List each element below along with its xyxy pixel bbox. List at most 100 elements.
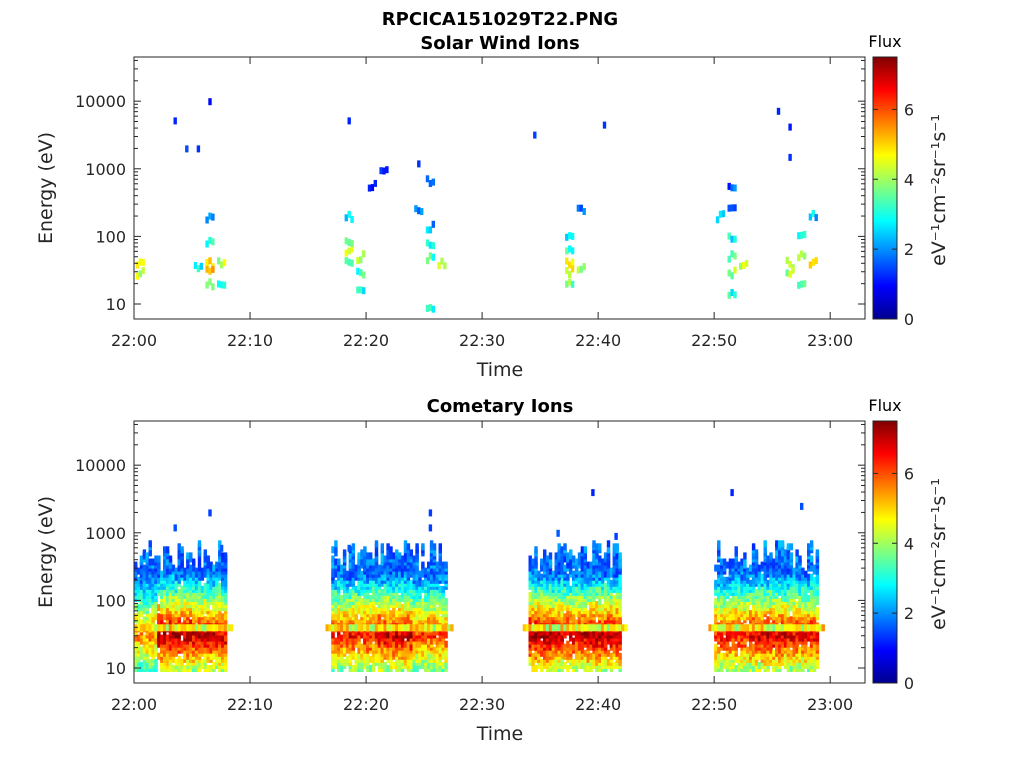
heatmap-cell (351, 595, 355, 602)
heatmap-cell (809, 610, 814, 618)
heatmap-cell (577, 570, 582, 578)
colorbar-tick-label: 0 (904, 674, 914, 693)
heatmap-cell (183, 573, 187, 581)
y-tick-label: 1000 (85, 524, 126, 543)
heatmap-cell (540, 640, 544, 648)
heatmap-cell (612, 564, 616, 572)
heatmap-cell (778, 558, 782, 566)
heatmap-cell (373, 179, 377, 187)
heatmap-cell (809, 555, 814, 563)
heatmap-cell (775, 549, 779, 557)
heatmap-cell (398, 595, 402, 602)
heatmap-cell (809, 573, 814, 581)
heatmap-cell (435, 662, 440, 669)
heatmap-cell (814, 257, 818, 265)
heatmap-cell (746, 567, 750, 575)
heatmap-cell (415, 595, 419, 602)
heatmap-cell (200, 585, 205, 593)
heatmap-cell (560, 592, 564, 599)
heatmap-cell (528, 564, 532, 572)
heatmap-cell (139, 646, 144, 654)
heatmap-cell (537, 624, 541, 632)
heatmap-cell (601, 616, 605, 624)
heatmap-cell (351, 624, 355, 632)
heatmap-cell (603, 637, 608, 645)
heatmap-cell (347, 210, 351, 218)
heatmap-cell (428, 241, 433, 249)
heatmap-cell (583, 628, 587, 636)
heatmap-cell (138, 270, 142, 278)
heatmap-cell (409, 579, 413, 587)
heatmap-cell (775, 628, 779, 636)
heatmap-cell (531, 573, 535, 581)
heatmap-cell (589, 561, 593, 569)
heatmap-cell (766, 579, 770, 587)
heatmap-cell (809, 604, 814, 612)
heatmap-cell (586, 610, 590, 618)
heatmap-cell (331, 546, 335, 554)
heatmap-cell (574, 619, 579, 627)
heatmap-cell (157, 576, 161, 584)
heatmap-cell (444, 640, 448, 648)
heatmap-cell (347, 258, 351, 266)
heatmap-cell (574, 585, 579, 593)
heatmap-cell (728, 613, 733, 621)
heatmap-cell (357, 652, 361, 660)
heatmap-cell (421, 658, 425, 666)
heatmap-cell (203, 582, 207, 590)
heatmap-cell (754, 549, 759, 557)
heatmap-cell (601, 558, 605, 566)
heatmap-cell (807, 631, 811, 639)
heatmap-cell (197, 540, 202, 548)
heatmap-cell (577, 588, 582, 596)
heatmap-cell (543, 564, 547, 572)
heatmap-cell (148, 658, 152, 666)
heatmap-cell (168, 555, 173, 563)
x-tick-label: 22:00 (111, 331, 157, 350)
heatmap-cell (154, 613, 158, 621)
heatmap-cell (568, 261, 572, 269)
heatmap-cell (192, 613, 196, 621)
heatmap-cell (354, 564, 358, 572)
heatmap-cell (577, 662, 582, 669)
heatmap-cell (171, 564, 176, 572)
heatmap-cell (400, 649, 405, 657)
heatmap-cell (566, 665, 570, 672)
heatmap-cell (331, 613, 335, 621)
heatmap-cell (731, 595, 735, 602)
heatmap-cell (215, 579, 219, 587)
heatmap-cell (142, 634, 147, 642)
heatmap-cell (760, 592, 764, 599)
heatmap-cell (157, 624, 161, 632)
heatmap-cell (428, 180, 433, 187)
heatmap-cell (780, 588, 785, 596)
heatmap-cell (775, 643, 779, 651)
heatmap-cell (603, 570, 608, 578)
heatmap-cell (203, 637, 207, 645)
heatmap-cell (371, 643, 376, 651)
heatmap-cell (531, 585, 535, 593)
heatmap-cell (409, 619, 413, 627)
heatmap-cell (209, 665, 213, 672)
heatmap-cell (598, 579, 602, 587)
heatmap-cell (757, 624, 762, 632)
heatmap-cell (215, 640, 219, 648)
heatmap-cell (609, 624, 614, 632)
heatmap-cell (563, 564, 567, 572)
heatmap-cell (359, 256, 363, 264)
heatmap-cell (450, 624, 454, 632)
heatmap-cell (763, 582, 767, 590)
heatmap-cell (731, 643, 735, 651)
heatmap-cell (205, 216, 209, 224)
heatmap-cell (720, 624, 724, 632)
heatmap-cell (427, 637, 431, 645)
heatmap-cell (369, 655, 373, 663)
heatmap-cell (395, 624, 399, 632)
x-tick-label: 22:50 (691, 695, 737, 714)
heatmap-cell (730, 250, 734, 258)
heatmap-cell (135, 272, 140, 280)
heatmap-cell (722, 558, 727, 566)
heatmap-cell (815, 643, 820, 651)
heatmap-cell (801, 631, 805, 639)
heatmap-cell (792, 573, 796, 581)
